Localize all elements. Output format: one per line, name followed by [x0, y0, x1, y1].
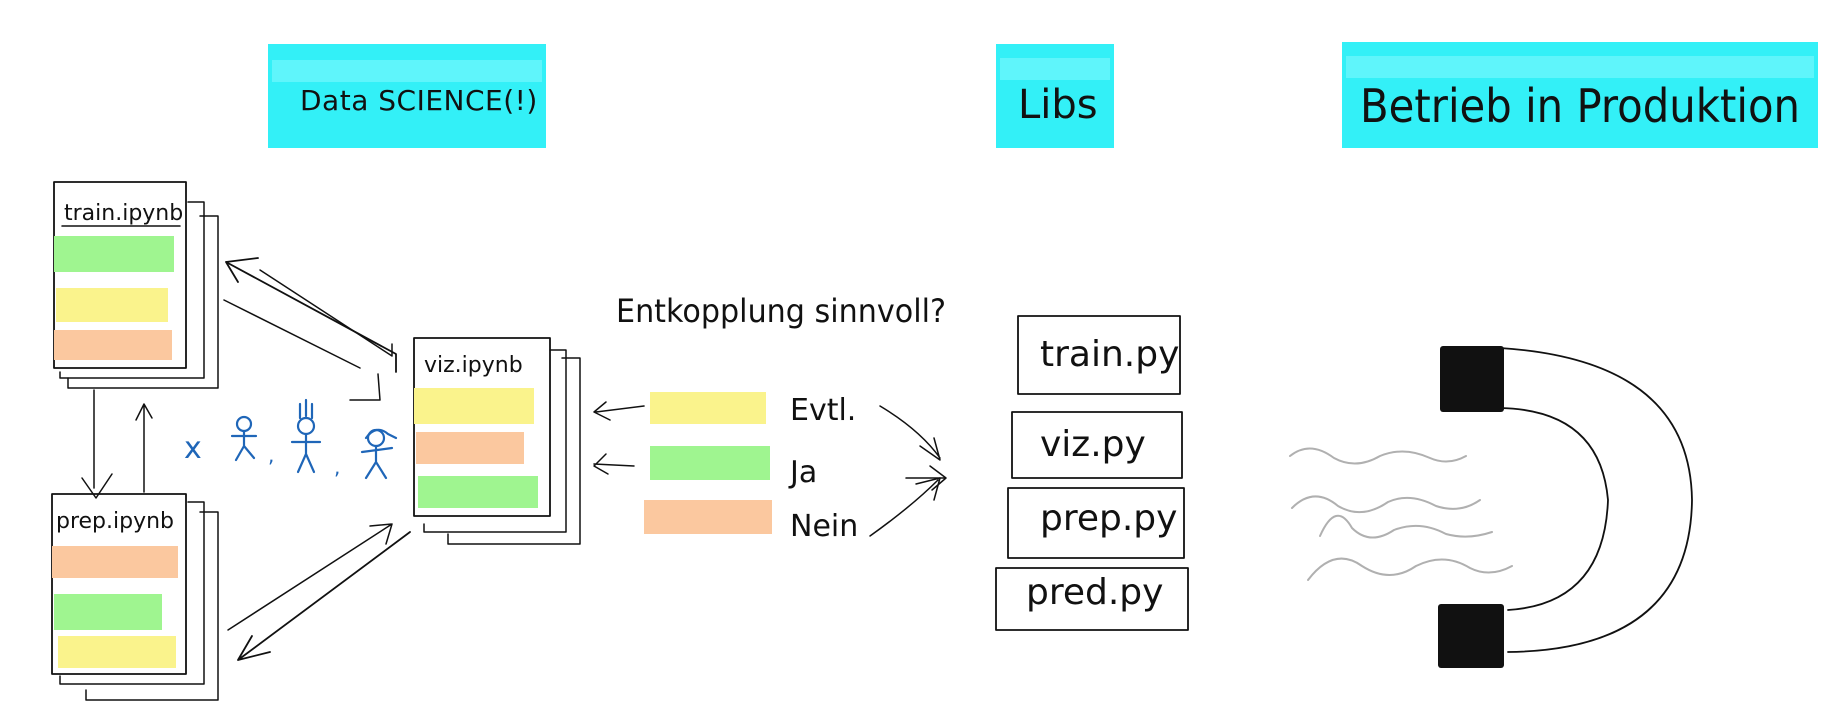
- decoupling-arrow-left-1: [593, 401, 645, 421]
- magnet-body: [1499, 347, 1693, 653]
- notebook-viz-cell-3: [418, 476, 538, 508]
- decoupling-swatch-green: [650, 446, 770, 480]
- decoupling-label-ja: Ja: [788, 455, 817, 490]
- notebook-prep-cell-3: [58, 636, 176, 668]
- arrow-prep-to-viz: [227, 523, 393, 631]
- header-betrieb: Betrieb in Produktion: [1342, 42, 1818, 148]
- notebook-train: train.ipynb: [53, 181, 219, 389]
- notebook-prep-page: [51, 493, 187, 675]
- lib-file-viz: viz.py: [1011, 411, 1183, 479]
- notebook-viz: viz.ipynb: [413, 337, 581, 545]
- header-libs-highlight-light: [1000, 58, 1110, 80]
- person-1-icon: [230, 415, 258, 462]
- arrow-viz-to-train: [259, 269, 393, 357]
- notebook-train-title: train.ipynb: [64, 201, 183, 226]
- lib-file-pred-box: [995, 567, 1189, 631]
- notebook-viz-page: [413, 337, 551, 517]
- people-separator-2: ,: [334, 455, 340, 479]
- decoupling-swatch-yellow: [650, 392, 766, 424]
- arrow-train-to-viz: [223, 299, 381, 401]
- arrow-viz-to-train-head: [225, 257, 397, 373]
- lib-file-prep-label: prep.py: [1040, 498, 1177, 539]
- libs-files: train.py viz.py prep.py pred.py: [995, 315, 1189, 631]
- magnet-icon: [1289, 346, 1693, 668]
- arrow-train-prep-down: [81, 389, 113, 499]
- lib-file-pred-label: pred.py: [1026, 572, 1163, 613]
- lib-file-train-label: train.py: [1040, 334, 1179, 375]
- header-data-science-label: Data SCIENCE(!): [300, 84, 538, 117]
- notebook-prep-back-page: [85, 511, 219, 701]
- notebook-viz-cell-2: [416, 432, 524, 464]
- arrow-evtl-to-libs: [879, 405, 941, 461]
- notebook-prep-mid-page: [59, 501, 205, 685]
- lib-file-train-box: [1017, 315, 1181, 395]
- header-data-science-highlight-light: [272, 60, 542, 82]
- notebook-train-cell-3: [54, 330, 172, 360]
- magnet-wave-1: [1289, 447, 1467, 465]
- header-betrieb-label: Betrieb in Produktion: [1360, 79, 1800, 133]
- lib-file-prep: prep.py: [1007, 487, 1185, 559]
- notebook-train-page: [53, 181, 187, 369]
- magnet-wave-3: [1319, 515, 1493, 539]
- lib-file-prep-box: [1007, 487, 1185, 559]
- magnet-body-inner: [1499, 407, 1609, 611]
- decoupling-arrow-left-2: [593, 453, 635, 475]
- decoupling-label-evtl: Evtl.: [790, 393, 856, 428]
- notebook-train-cell-2: [56, 288, 168, 322]
- arrow-nein-to-libs: [869, 477, 941, 537]
- notebook-arrows: [81, 257, 411, 661]
- notebook-prep-cell-1: [52, 546, 178, 578]
- header-libs-label: Libs: [1018, 82, 1098, 128]
- person-2-icon: [290, 398, 322, 474]
- people-group: x , ,: [184, 398, 398, 480]
- people-multiplier: x: [184, 431, 202, 466]
- decoupling-question: Entkopplung sinnvoll?: [616, 292, 946, 330]
- people-separator-1: ,: [268, 443, 274, 467]
- decoupling-swatch-orange: [644, 500, 772, 534]
- lib-file-pred: pred.py: [995, 567, 1189, 631]
- lib-file-train: train.py: [1017, 315, 1181, 395]
- person-3-icon: [360, 428, 398, 480]
- magnet-wave-2: [1291, 495, 1481, 513]
- magnet-wave-4: [1307, 557, 1513, 581]
- magnet-pole-top: [1440, 346, 1504, 412]
- lib-file-viz-box: [1011, 411, 1183, 479]
- notebook-train-mid-page: [59, 201, 205, 379]
- header-betrieb-highlight-light: [1346, 56, 1814, 78]
- lib-file-viz-label: viz.py: [1040, 424, 1146, 465]
- notebook-prep-cell-2: [54, 594, 162, 630]
- header-libs: Libs: [996, 44, 1114, 148]
- notebook-viz-mid-page: [423, 349, 567, 533]
- decoupling-label-nein: Nein: [790, 509, 858, 544]
- notebook-train-cell-1: [54, 236, 174, 272]
- notebook-prep: prep.ipynb: [51, 493, 219, 701]
- notebook-prep-title: prep.ipynb: [56, 509, 174, 534]
- arrow-prep-train-up: [135, 403, 153, 493]
- magnet-pole-bottom: [1438, 604, 1504, 668]
- notebook-viz-cell-1: [414, 388, 534, 424]
- notebook-viz-title: viz.ipynb: [424, 353, 523, 378]
- decoupling-section: Entkopplung sinnvoll? Evtl. Ja Nein: [593, 292, 947, 544]
- notebook-train-back-page: [67, 215, 219, 389]
- header-data-science: Data SCIENCE(!): [268, 44, 546, 148]
- notebook-viz-back-page: [447, 357, 581, 545]
- arrow-viz-to-prep: [237, 531, 411, 661]
